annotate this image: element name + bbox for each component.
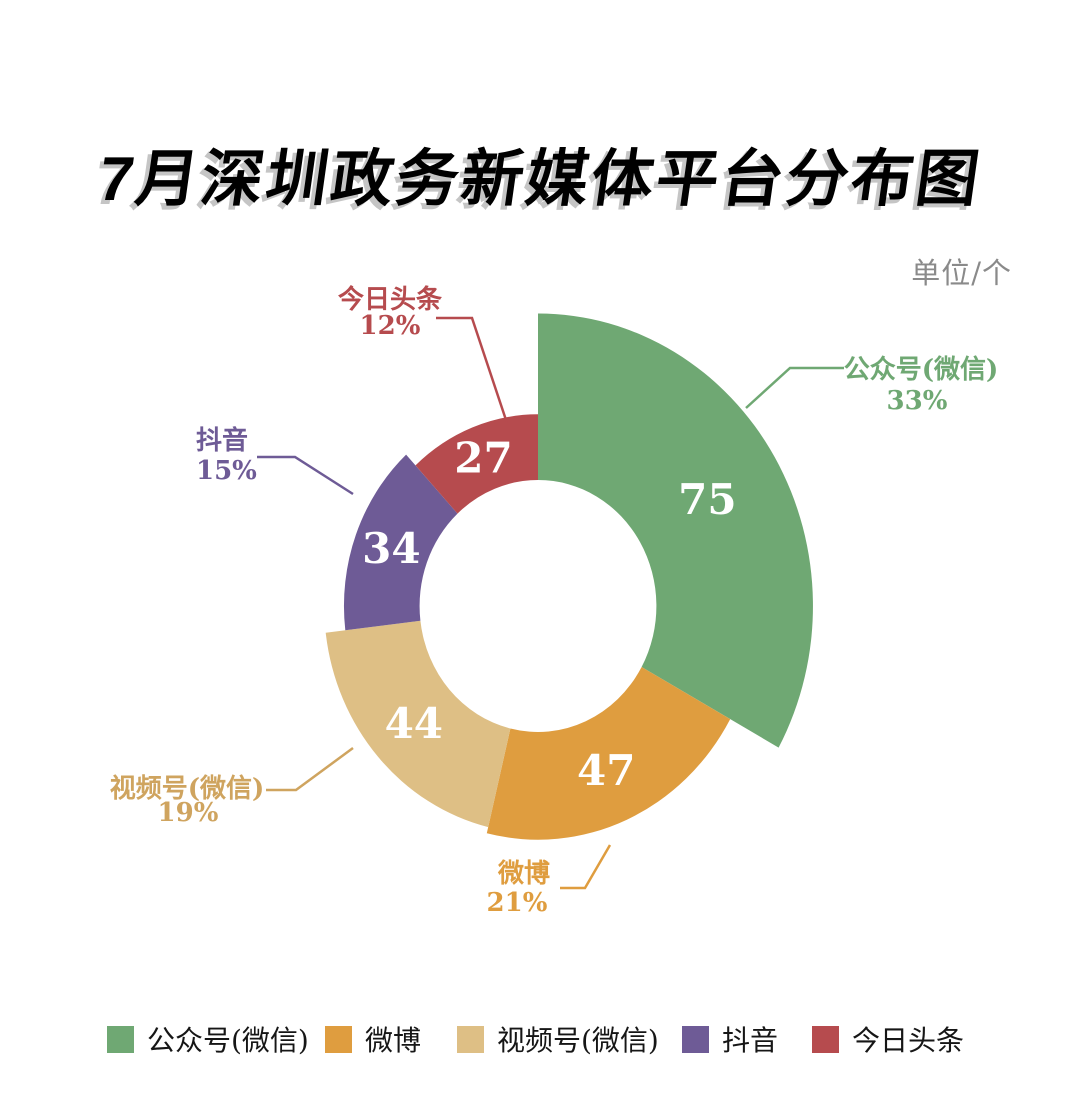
pie-slice-toutiao (415, 414, 538, 514)
legend-item-weibo: 微博 (325, 1019, 421, 1059)
callout-pct-wechat-official-account: 33% (887, 386, 948, 416)
chart-legend: 公众号(微信) 微博 视频号(微信) 抖音 今日头条 (0, 1019, 1080, 1057)
label-line-toutiao (436, 316, 509, 424)
callout-name-wechat-video-channels: 视频号(微信) (110, 773, 265, 804)
label-line-wechat-video-channels (266, 746, 354, 792)
callout-pct-weibo: 21% (487, 888, 548, 918)
callout-name-toutiao: 今日头条 (338, 284, 443, 315)
legend-swatch-toutiao (812, 1025, 839, 1053)
legend-swatch-wechat-video-channels (457, 1025, 484, 1053)
slice-value-douyin: 34 (362, 524, 420, 573)
legend-item-toutiao: 今日头条 (812, 1019, 964, 1059)
legend-label-wechat-video-channels: 视频号(微信) (497, 1024, 659, 1057)
label-line-wechat-official-account (745, 366, 844, 409)
legend-label-douyin: 抖音 (722, 1024, 779, 1057)
legend-swatch-wechat-official-account (107, 1025, 134, 1053)
slice-value-toutiao: 27 (454, 434, 512, 483)
legend-item-wechat-official-account: 公众号(微信) (107, 1019, 309, 1059)
pie-slice-douyin (343, 454, 458, 631)
legend-swatch-douyin (682, 1025, 709, 1053)
callout-name-wechat-official-account: 公众号(微信) (844, 354, 999, 385)
label-line-weibo (560, 844, 612, 890)
legend-swatch-weibo (325, 1025, 352, 1053)
callout-pct-douyin: 15% (196, 456, 257, 486)
slice-value-weibo: 47 (577, 746, 635, 795)
pie-slice-wechat-video-channels (325, 620, 511, 828)
pie-slice-wechat-official-account (538, 313, 813, 748)
unit-label: 单位/个 (911, 256, 1012, 290)
legend-label-toutiao: 今日头条 (852, 1024, 965, 1057)
legend-label-weibo: 微博 (365, 1024, 422, 1057)
callout-pct-wechat-video-channels: 19% (158, 798, 219, 828)
legend-item-douyin: 抖音 (682, 1019, 778, 1059)
legend-label-wechat-official-account: 公众号(微信) (147, 1024, 309, 1057)
callout-name-douyin: 抖音 (196, 425, 248, 456)
label-line-douyin (257, 455, 354, 496)
pie-slice-weibo (486, 667, 731, 840)
legend-item-wechat-video-channels: 视频号(微信) (457, 1019, 659, 1059)
slice-value-wechat-official-account: 75 (678, 475, 736, 524)
callout-name-weibo: 微博 (497, 858, 550, 889)
callout-pct-toutiao: 12% (360, 311, 421, 341)
slice-value-wechat-video-channels: 44 (385, 699, 443, 748)
